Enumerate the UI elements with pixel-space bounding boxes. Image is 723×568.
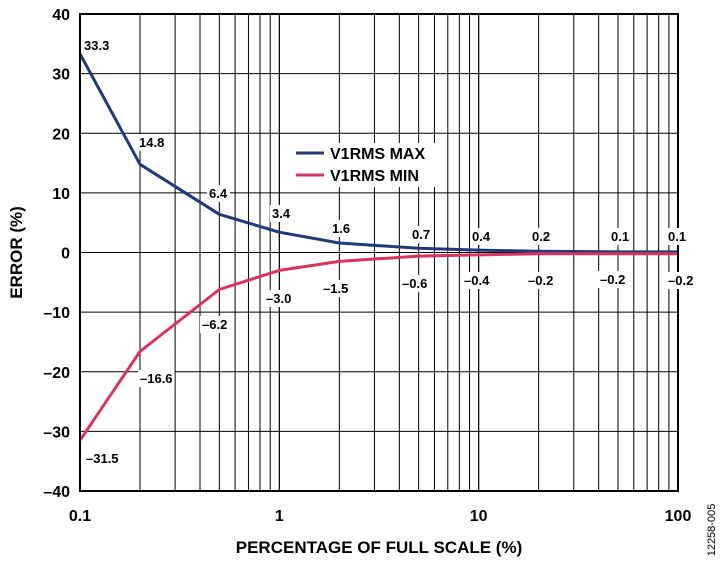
data-label-background [462,272,493,289]
data-label-background [530,228,553,245]
data-label-background [526,272,556,289]
x-axis-title: PERCENTAGE OF FULL SCALE (%) [236,538,523,557]
data-label: –0.4 [464,273,490,288]
data-label-background [207,185,230,202]
y-tick-label: –10 [43,305,70,322]
y-tick-labels: 40 30 20 10 0 –10 –20 –30 –40 [43,7,70,501]
data-label-background [138,370,175,387]
y-tick-label: –30 [43,424,70,441]
data-labels: 33.3 14.8 6.4 3.4 1.6 0.7 0.4 0.2 0.1 0.1 –31.5 –16… [82,37,696,467]
x-tick-label: 100 [665,508,692,525]
data-label: –0.2 [668,273,693,288]
data-label-background [82,37,112,54]
data-label: 3.4 [272,206,291,221]
plot-frame [79,13,679,492]
data-label-background [666,228,689,245]
data-label: –0.6 [402,276,427,291]
data-label: 33.3 [84,38,109,53]
x-tick-label: 0.1 [69,508,91,525]
data-label-background [330,220,353,237]
series-lines [78,53,678,442]
data-label: 1.6 [332,221,350,236]
data-label: 6.4 [209,186,228,201]
data-label-background [200,316,230,333]
data-label: 14.8 [139,135,164,150]
y-tick-label: 10 [52,186,70,203]
legend-label: V1RMS MIN [330,168,419,185]
legend-label: V1RMS MAX [330,146,425,163]
data-label: –16.6 [140,371,173,386]
series-line [78,53,678,254]
data-label: –1.5 [323,281,348,296]
data-label: –3.0 [266,291,291,306]
data-label: –31.5 [86,451,119,466]
data-label: 0.1 [668,229,686,244]
y-axis-title: ERROR (%) [7,206,26,299]
legend: V1RMS MAX V1RMS MIN [290,143,445,187]
data-label: 0.2 [532,229,550,244]
data-label-background [400,275,430,292]
data-label: 0.4 [472,229,491,244]
figure-id: 12258-005 [706,504,718,557]
data-label-background [470,228,493,245]
legend-background [290,143,445,187]
y-tick-label: 20 [52,126,70,143]
y-tick-label: –20 [43,365,70,382]
x-tick-labels: 0.1 1 10 100 [69,508,692,525]
data-label-background [598,271,628,288]
data-label-background [609,228,632,245]
y-tick-label: 0 [61,246,70,263]
data-label: –0.2 [528,273,553,288]
series-line [78,252,678,442]
data-label-background [410,226,433,243]
data-label-background [321,280,351,297]
y-tick-label: 40 [52,7,70,24]
data-label-background [264,290,294,307]
x-tick-label: 1 [275,508,284,525]
data-label-background [666,272,696,289]
y-tick-label: 30 [52,67,70,84]
data-label: –6.2 [202,317,227,332]
x-tick-label: 10 [470,508,488,525]
data-label-background [137,134,167,151]
data-label: 0.7 [412,227,430,242]
data-label: 0.1 [611,229,629,244]
data-label-background [84,450,121,467]
y-tick-label: –40 [43,484,70,501]
data-label: –0.2 [600,272,625,287]
data-label-background [270,205,293,222]
